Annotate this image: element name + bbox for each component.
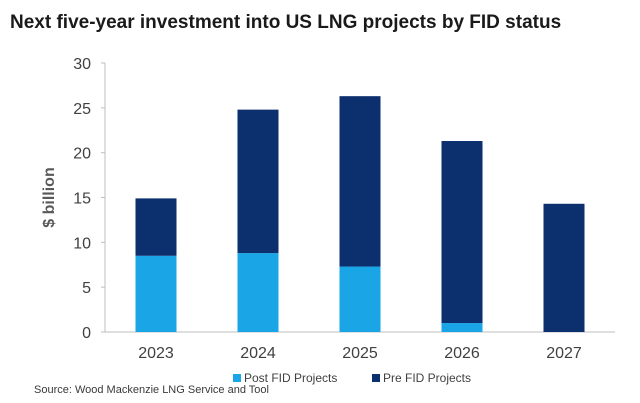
bar-post-fid-2025 <box>339 266 381 332</box>
bar-pre-fid-2026 <box>441 141 483 324</box>
bar-post-fid-2024 <box>237 253 279 332</box>
legend-label-post-fid: Post FID Projects <box>244 371 337 385</box>
y-tick-label: 0 <box>82 325 91 342</box>
legend-swatch-pre-fid <box>372 374 380 382</box>
legend-swatch-post-fid <box>233 374 241 382</box>
x-tick-label: 2023 <box>138 345 174 362</box>
x-tick-label: 2024 <box>240 345 276 362</box>
chart-title: Next five-year investment into US LNG pr… <box>10 12 562 33</box>
y-tick-label: 5 <box>82 280 91 297</box>
y-tick-label: 20 <box>73 146 91 163</box>
y-tick-label: 15 <box>73 191 91 208</box>
bar-pre-fid-2024 <box>237 109 279 254</box>
y-tick-label: 30 <box>73 56 91 73</box>
x-tick-label: 2027 <box>546 345 582 362</box>
bar-pre-fid-2025 <box>339 96 381 267</box>
bar-pre-fid-2023 <box>135 198 177 256</box>
bar-post-fid-2023 <box>135 255 177 332</box>
x-tick-label: 2025 <box>342 345 378 362</box>
y-tick-label: 25 <box>73 101 91 118</box>
y-tick-label: 10 <box>73 235 91 252</box>
bar-pre-fid-2027 <box>543 203 585 332</box>
source-note: Source: Wood Mackenzie LNG Service and T… <box>34 384 269 396</box>
y-axis-label: $ billion <box>41 167 58 227</box>
legend-label-pre-fid: Pre FID Projects <box>383 371 471 385</box>
bar-post-fid-2026 <box>441 323 483 332</box>
x-tick-label: 2026 <box>444 345 480 362</box>
